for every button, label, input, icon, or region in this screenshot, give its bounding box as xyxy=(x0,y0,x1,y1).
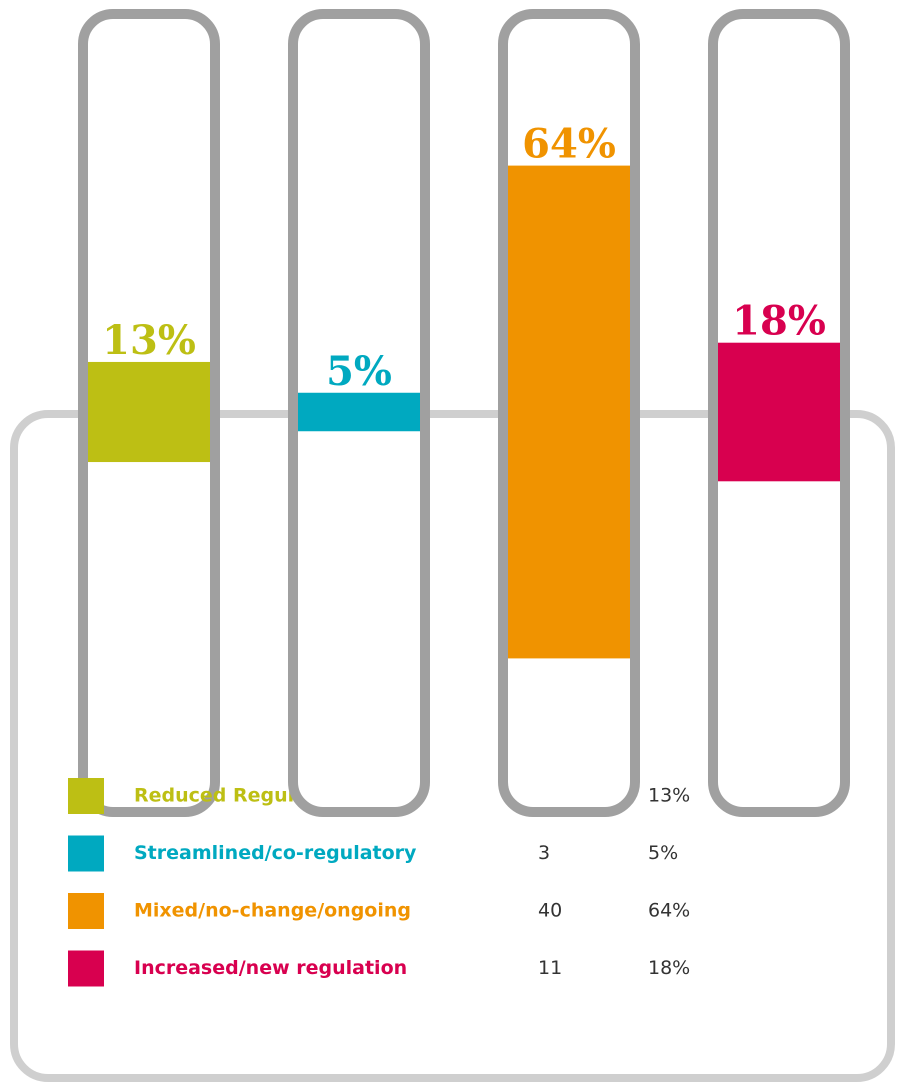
legend-swatch xyxy=(68,778,104,814)
bar-label: 13% xyxy=(102,317,196,364)
legend-count: 11 xyxy=(538,957,562,979)
legend-panel xyxy=(10,410,895,1082)
bar-label: 5% xyxy=(326,348,392,395)
legend-swatch xyxy=(68,950,104,987)
legend-name: Increased/new regulation xyxy=(134,957,407,979)
legend-count: 40 xyxy=(538,900,562,922)
legend-percent: 64% xyxy=(648,900,690,922)
legend-name: Mixed/no-change/ongoing xyxy=(134,900,411,922)
legend-swatch xyxy=(68,893,104,929)
bar xyxy=(298,392,420,432)
legend-swatch xyxy=(68,835,104,872)
legend-percent: 5% xyxy=(648,842,678,864)
bar xyxy=(508,165,630,659)
legend-count: 3 xyxy=(538,842,550,864)
bar-label: 64% xyxy=(522,121,616,168)
legend-percent: 13% xyxy=(648,785,690,807)
legend-percent: 18% xyxy=(648,957,690,979)
bar xyxy=(718,342,840,482)
bar xyxy=(88,361,210,463)
legend-name: Streamlined/co-regulatory xyxy=(134,842,417,864)
bar-label: 18% xyxy=(732,298,826,345)
